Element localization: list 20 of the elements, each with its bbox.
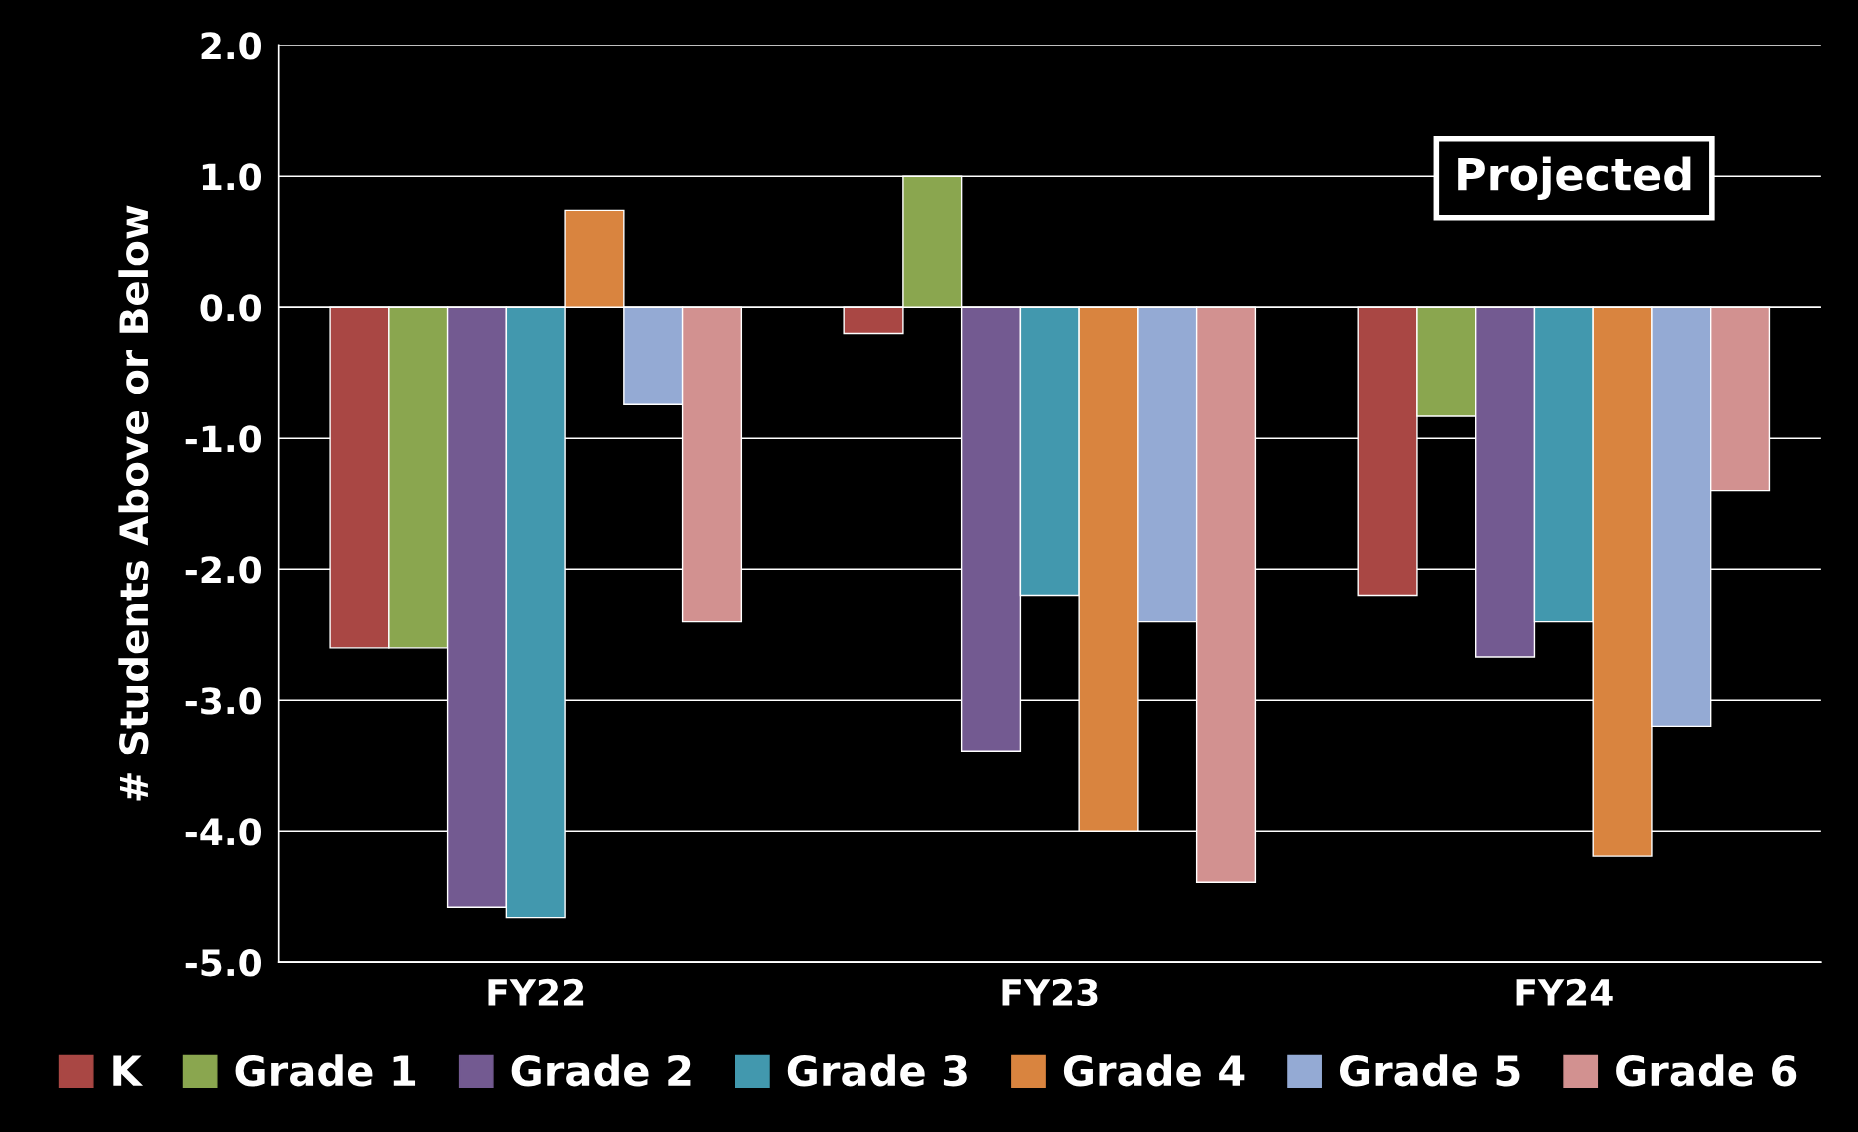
y-tick-label: -1.0 <box>185 425 261 453</box>
y-tick-label: -3.0 <box>185 687 261 715</box>
y-tick-label: 1.0 <box>202 163 261 191</box>
y-tick-label: -2.0 <box>185 556 261 584</box>
y-tick-label: -5.0 <box>185 949 261 977</box>
y-axis-title: # Students Above or Below <box>118 205 149 801</box>
x-tick-label: FY22 <box>488 978 584 1006</box>
y-tick-label: 0.0 <box>200 294 261 322</box>
legend-label: Grade 2 <box>511 1054 691 1087</box>
legend-label: Grade 3 <box>787 1054 967 1087</box>
y-tick-label: -4.0 <box>185 818 261 846</box>
annotation: Projected <box>1458 156 1691 200</box>
legend-label: Grade 6 <box>1616 1054 1797 1087</box>
legend-label: Grade 5 <box>1340 1054 1520 1087</box>
x-tick-label: FY23 <box>1002 978 1098 1007</box>
x-tick-label: FY24 <box>1516 978 1613 1006</box>
legend-label: Grade 1 <box>235 1054 416 1087</box>
y-tick-label: 2.0 <box>201 32 261 60</box>
legend-label: K <box>113 1055 144 1086</box>
legend-label: Grade 4 <box>1063 1054 1245 1087</box>
